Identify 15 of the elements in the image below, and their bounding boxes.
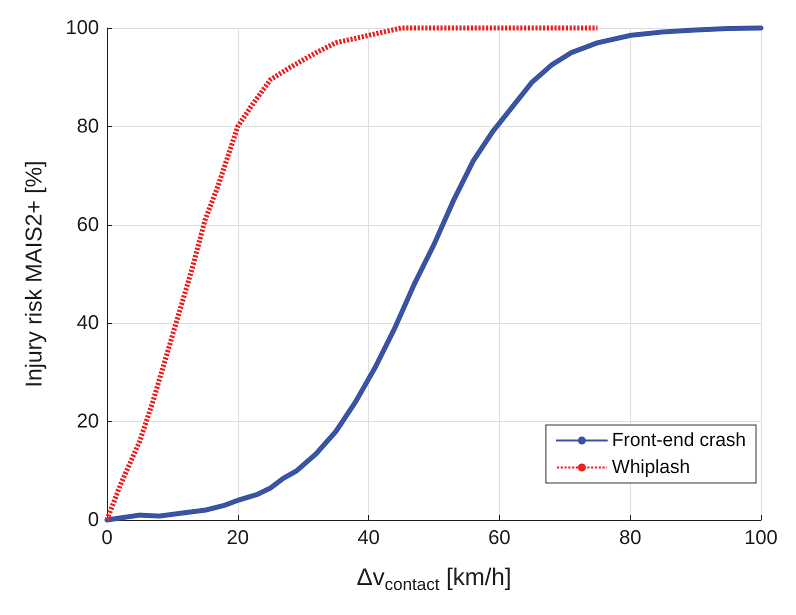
x-tick-label: 0 xyxy=(101,527,113,549)
x-tick-label: 80 xyxy=(619,527,642,549)
x-tick-label: 40 xyxy=(357,527,380,549)
legend-label: Whiplash xyxy=(612,457,690,478)
y-tick-label: 0 xyxy=(88,509,99,531)
y-tick-label: 80 xyxy=(76,115,99,138)
y-tick-label: 20 xyxy=(76,410,99,433)
legend-label: Front-end crash xyxy=(612,430,746,451)
y-tick-label: 60 xyxy=(76,214,99,236)
y-tick-label: 100 xyxy=(66,17,99,39)
x-tick-label: 60 xyxy=(488,527,511,549)
y-axis-title: Injury risk MAIS2+ [%] xyxy=(20,160,46,388)
x-tick-label: 20 xyxy=(226,527,249,549)
y-tick-label: 40 xyxy=(76,312,99,334)
x-tick-label: 100 xyxy=(744,527,778,549)
